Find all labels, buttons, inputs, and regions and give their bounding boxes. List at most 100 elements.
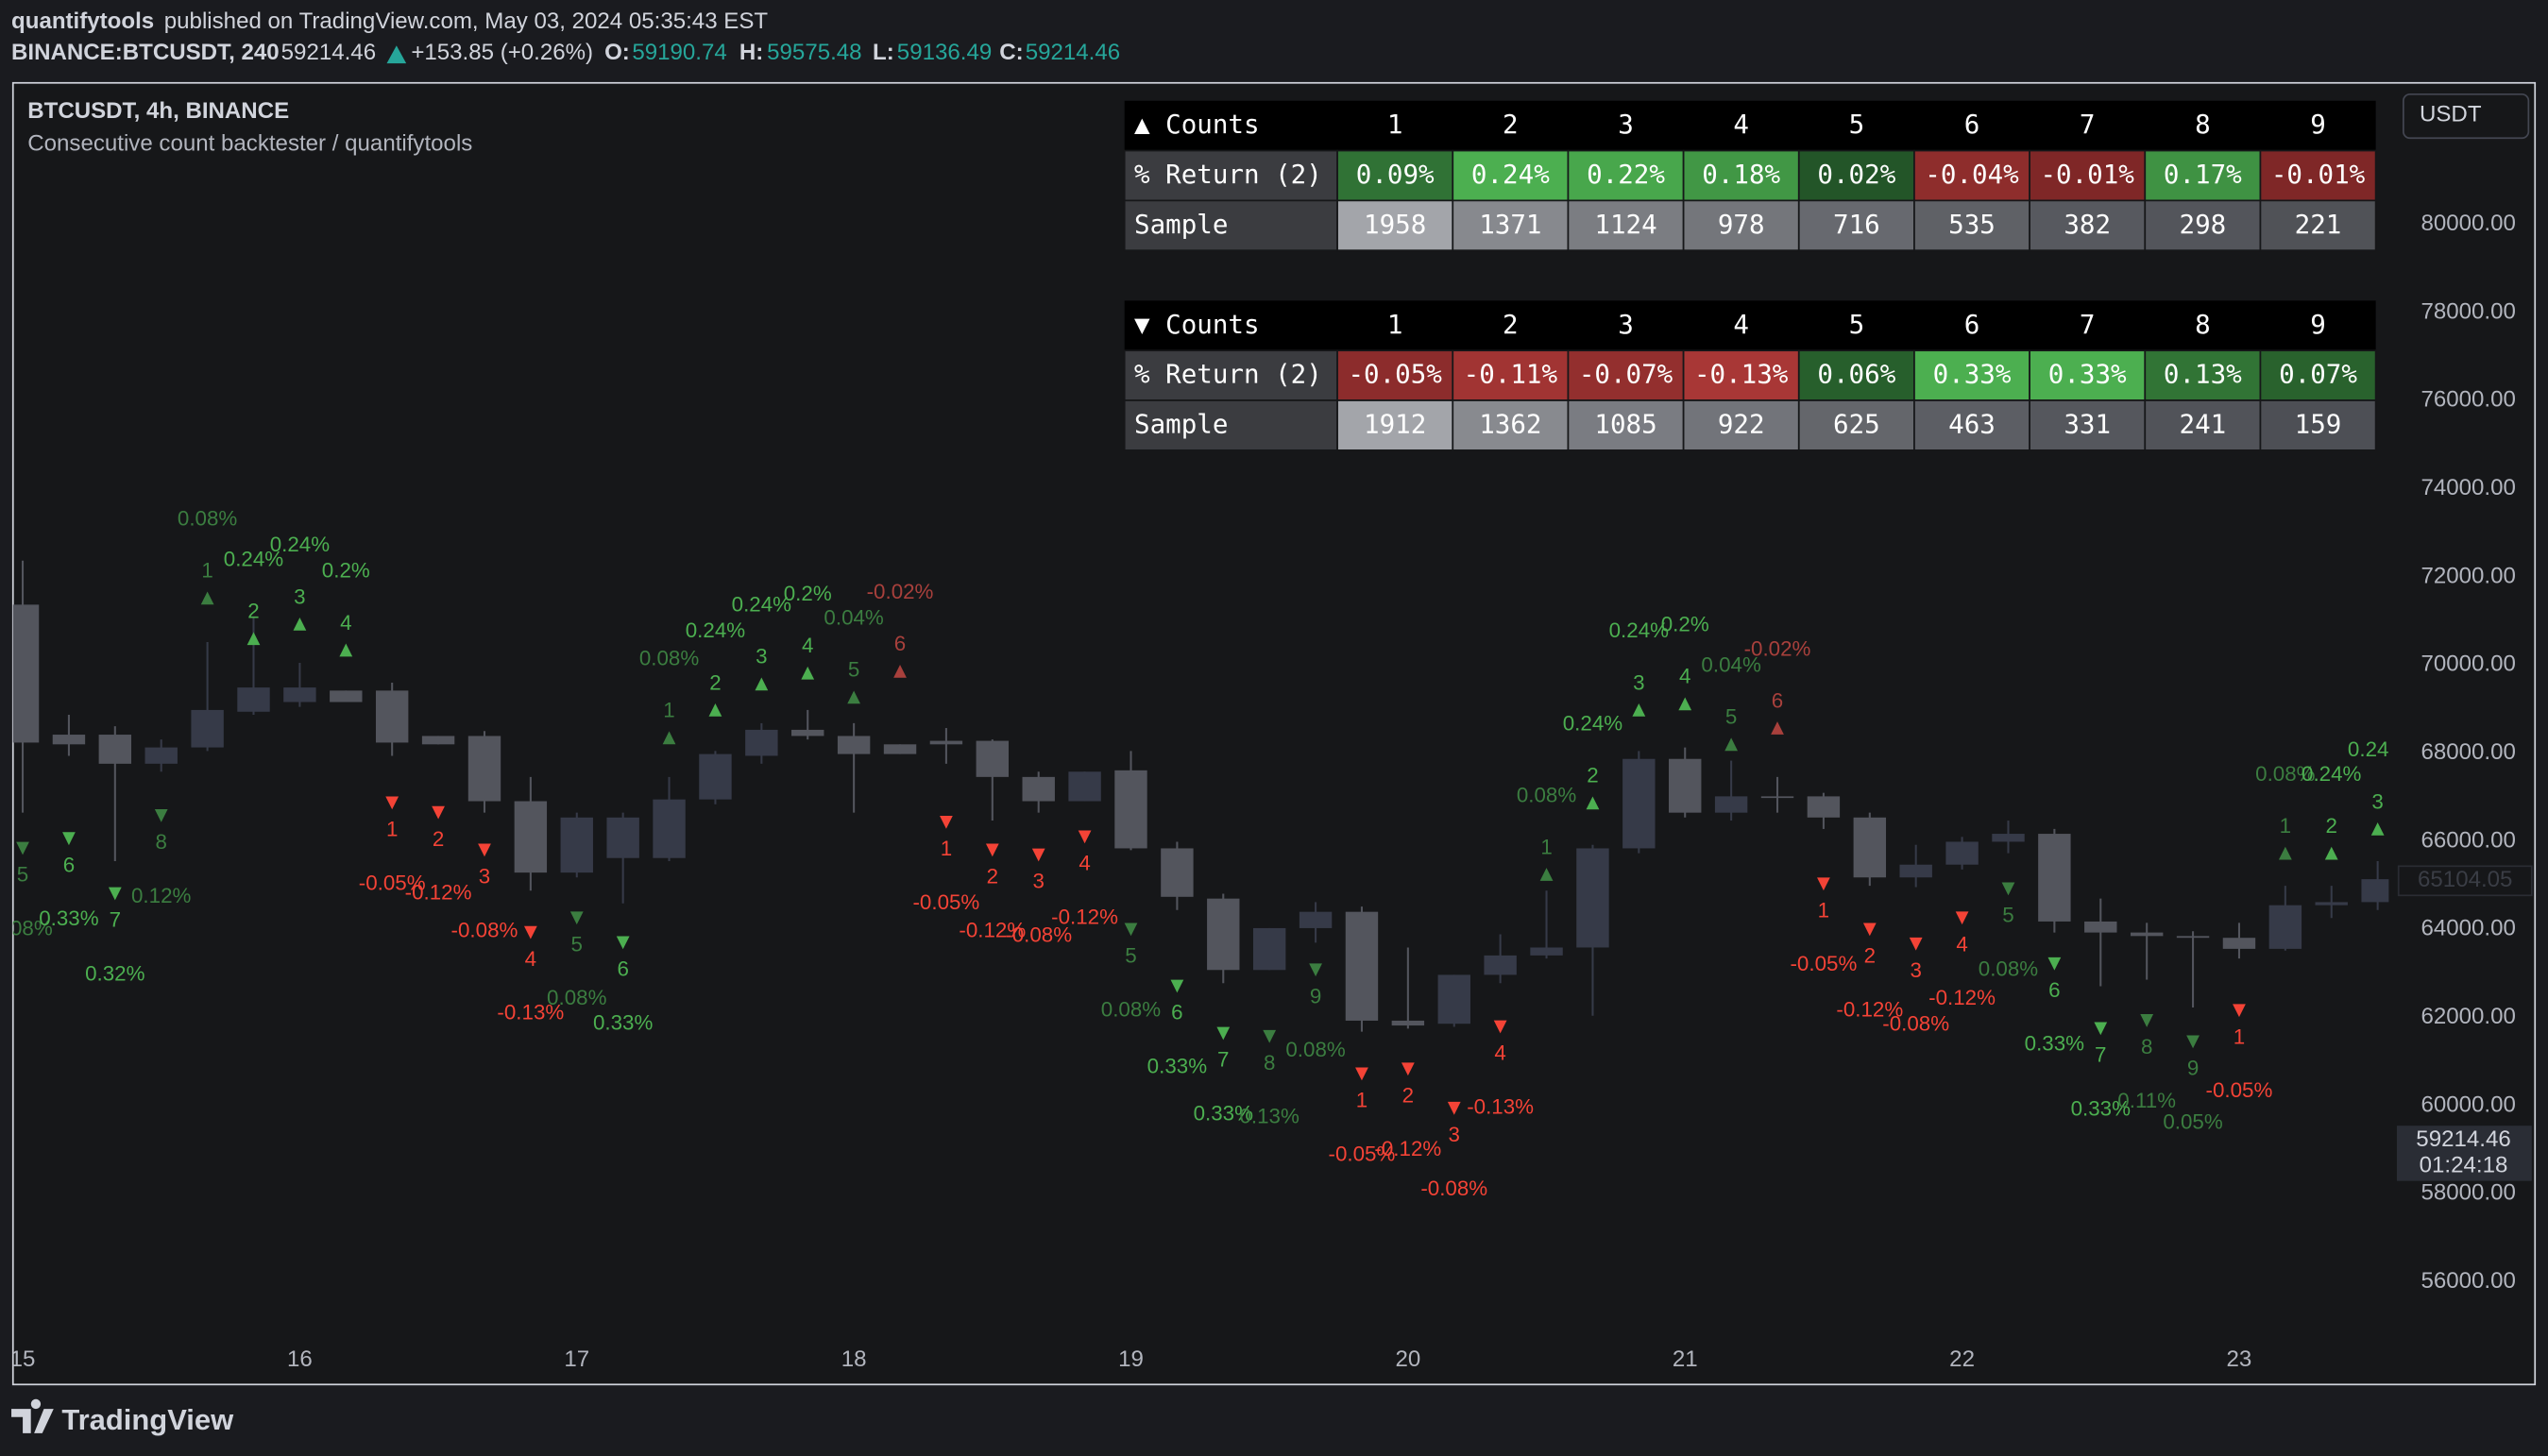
- x-tick-label: 18: [841, 1346, 867, 1372]
- candle-body: [560, 817, 593, 873]
- y-tick-label: 80000.00: [2421, 211, 2515, 236]
- y-tick-label: 62000.00: [2421, 1004, 2515, 1029]
- candle-body: [2222, 938, 2256, 949]
- table-column: 9: [2310, 110, 2326, 140]
- marker-label: 0.24%: [2348, 737, 2408, 761]
- marker-label: 0.24%: [2302, 762, 2362, 786]
- cell-value: -0.01%: [2040, 160, 2134, 190]
- marker-label: -0.02%: [867, 580, 934, 603]
- currency[interactable]: USDT: [2420, 102, 2482, 127]
- marker-label: 0.24%: [1609, 618, 1670, 642]
- cell: [2259, 199, 2377, 252]
- marker-count: 3: [1910, 958, 1921, 982]
- candle-body: [1068, 771, 1101, 802]
- marker-label: -0.05%: [912, 890, 979, 914]
- x-tick-label: 15: [10, 1346, 36, 1372]
- marker-label: 0.33%: [2071, 1096, 2132, 1120]
- row-label-bg: [1123, 199, 1338, 252]
- marker-label: 0.24%: [270, 533, 331, 556]
- marker: [2278, 846, 2292, 860]
- cell-value: 382: [2064, 210, 2111, 240]
- marker: [2001, 882, 2015, 896]
- y-tick-label: 64000.00: [2421, 916, 2515, 941]
- candle-body: [1022, 776, 1055, 802]
- marker: [154, 809, 168, 822]
- cell: [2259, 399, 2377, 451]
- marker-count: 4: [1079, 851, 1090, 874]
- marker: [1586, 796, 1600, 810]
- cell-value: -0.13%: [1694, 360, 1789, 390]
- candle-body: [2130, 932, 2164, 937]
- marker-count: 3: [294, 584, 305, 608]
- marker-label: -0.12%: [959, 918, 1026, 941]
- candle-body: [837, 736, 871, 754]
- x-tick-label: 23: [2227, 1346, 2252, 1372]
- marker: [16, 841, 29, 855]
- marker-label: -0.02%: [1744, 636, 1811, 660]
- cell-value: 1371: [1479, 210, 1541, 240]
- row-label: % Return (2): [1134, 360, 1322, 390]
- y-tick-label: 60000.00: [2421, 1092, 2515, 1117]
- cell: [1452, 149, 1570, 202]
- cell-value: -0.11%: [1464, 360, 1558, 390]
- x-tick-label: 21: [1673, 1346, 1698, 1372]
- marker-label: 0.08%: [639, 647, 700, 670]
- currency-button[interactable]: [2403, 93, 2530, 140]
- candle-body: [1252, 927, 1286, 971]
- marker-count: 1: [663, 699, 674, 722]
- row-label-bg: [1123, 399, 1338, 451]
- cell-value: 241: [2180, 409, 2227, 439]
- axes: 80000.00 78000.00 76000.00 74000.00 72000.00…: [10, 211, 2533, 1372]
- ohlc-key: O:: [604, 40, 630, 65]
- cell: [2029, 149, 2147, 202]
- marker-count: 2: [987, 864, 998, 888]
- marker-label: -0.12%: [1374, 1137, 1441, 1160]
- cell: [1336, 199, 1454, 252]
- marker-label: 0.24%: [224, 548, 284, 571]
- y-tick-label: 56000.00: [2421, 1268, 2515, 1294]
- table-header: ▲ Counts: [1134, 110, 1260, 140]
- cell: [2029, 199, 2147, 252]
- marker-count: 3: [1032, 870, 1044, 893]
- marker: [1955, 911, 1969, 925]
- y-tick-label: 76000.00: [2421, 387, 2515, 413]
- candle-body: [1760, 796, 1794, 799]
- marker-count: 3: [2371, 789, 2383, 813]
- marker-count: 6: [894, 632, 906, 655]
- marker-label: 0.2%: [322, 559, 370, 583]
- candle-body: [929, 740, 963, 745]
- marker-count: 1: [1818, 898, 1829, 922]
- marker-count: 5: [571, 932, 583, 956]
- candle-body: [1161, 848, 1194, 897]
- marker: [1078, 830, 1092, 844]
- faded-price: 65104.05: [2418, 867, 2512, 892]
- marker-label: 0.08%: [547, 986, 607, 1009]
- marker-label: 0.33%: [2025, 1032, 2085, 1056]
- cell-value: 1124: [1594, 210, 1656, 240]
- marker-count: 7: [2095, 1043, 2106, 1067]
- marker-count: 5: [1725, 705, 1737, 729]
- marker-label: 0.04%: [1701, 653, 1761, 677]
- cell-value: 0.02%: [1817, 160, 1895, 190]
- marker-label: 0.33%: [593, 1010, 654, 1034]
- marker: [1862, 923, 1877, 937]
- marker-count: 7: [110, 908, 121, 932]
- marker-count: 1: [2234, 1024, 2245, 1048]
- candle-body: [1945, 841, 1979, 865]
- table-column: 1: [1387, 310, 1403, 340]
- marker-label: 0.04%: [824, 606, 884, 630]
- cell-value: 1958: [1364, 210, 1426, 240]
- marker: [2094, 1022, 2108, 1036]
- cell-value: 922: [1718, 409, 1765, 439]
- y-tick-label: 66000.00: [2421, 827, 2515, 853]
- marker-label: -0.08%: [451, 918, 518, 941]
- marker: [1724, 737, 1739, 752]
- x-tick-label: 22: [1949, 1346, 1975, 1372]
- marker-label: -0.13%: [1467, 1094, 1534, 1118]
- candle-body: [2361, 879, 2389, 903]
- marker-count: 2: [1864, 943, 1876, 967]
- cell: [1797, 349, 1915, 401]
- marker: [985, 843, 999, 857]
- candle-body: [1437, 974, 1470, 1024]
- marker-label: 0.08%: [178, 507, 238, 531]
